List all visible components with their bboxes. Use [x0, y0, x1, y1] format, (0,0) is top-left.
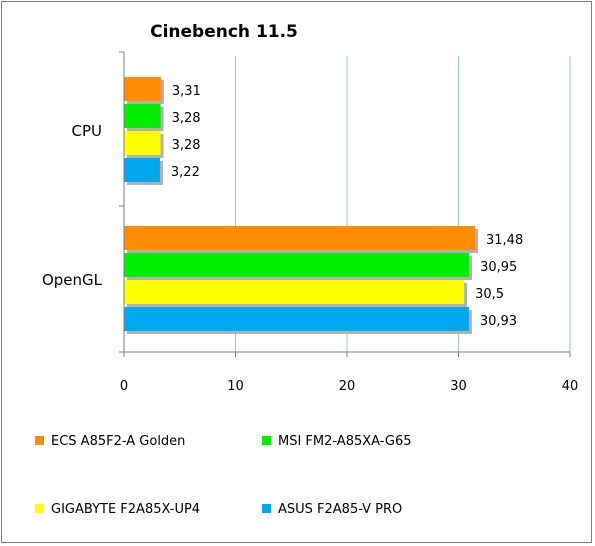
bar-opengl-4: [124, 307, 469, 331]
bars: [124, 77, 479, 334]
legend-label-4: ASUS F2A85-V PRO: [278, 502, 402, 517]
legend-swatch-4: [262, 504, 271, 513]
value-label: 3,28: [172, 138, 201, 153]
legend-swatch-2: [262, 436, 271, 445]
value-label-bg: [165, 80, 216, 100]
axes: [119, 51, 571, 357]
value-label-bg: [164, 161, 215, 181]
labels: 0 10 20 30 40 CPU 3,31 3,28 3,28 3,22 OpenGL 31,48 3…: [42, 80, 578, 394]
legend-swatch-3: [35, 504, 44, 513]
x-tick-label: 30: [450, 379, 467, 394]
x-tick-label: 20: [339, 379, 356, 394]
bar-opengl-2: [124, 253, 470, 277]
value-label-bg: [469, 283, 520, 303]
bar-opengl-3: [124, 280, 465, 304]
value-label: 30,5: [475, 287, 504, 302]
x-tick-label: 0: [120, 379, 128, 394]
x-tick-label: 10: [227, 379, 244, 394]
category-label-cpu: CPU: [72, 122, 103, 140]
bar-cpu-3: [124, 131, 161, 155]
legend-swatch-1: [35, 436, 44, 445]
bar-opengl-1: [124, 226, 476, 250]
value-label-bg: [480, 229, 531, 249]
value-label: 3,28: [172, 111, 201, 126]
bar-cpu-1: [124, 77, 161, 101]
value-label: 3,22: [171, 165, 200, 180]
chart-title: Cinebench 11.5: [150, 22, 298, 42]
legend-label-2: MSI FM2-A85XA-G65: [278, 434, 412, 449]
value-label-bg: [165, 107, 216, 127]
legend: ECS A85F2-A Golden MSI FM2-A85XA-G65 GIGAB…: [35, 434, 412, 517]
bar-cpu-4: [124, 158, 160, 182]
category-label-opengl: OpenGL: [42, 271, 103, 289]
value-label-bg: [474, 256, 525, 276]
x-tick-label: 40: [562, 379, 579, 394]
value-label: 31,48: [486, 233, 523, 248]
bar-cpu-2: [124, 104, 161, 128]
legend-label-3: GIGABYTE F2A85X-UP4: [51, 502, 200, 517]
legend-label-1: ECS A85F2-A Golden: [51, 434, 185, 449]
value-label: 3,31: [172, 84, 201, 99]
value-label: 30,93: [480, 314, 517, 329]
value-label-bg: [165, 134, 216, 154]
value-label: 30,95: [480, 260, 517, 275]
value-label-bg: [473, 310, 524, 330]
